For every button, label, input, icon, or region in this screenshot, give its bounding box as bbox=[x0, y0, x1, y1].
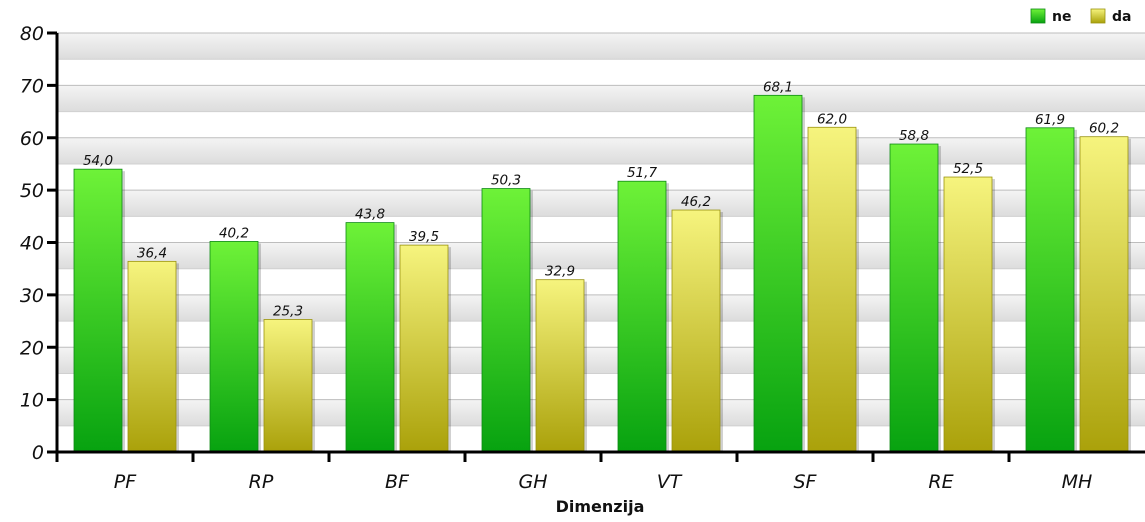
category-label-bf: BF bbox=[385, 471, 410, 493]
category-label-gh: GH bbox=[518, 471, 547, 493]
value-label-da-vt: 46,2 bbox=[681, 194, 711, 210]
grid-band bbox=[57, 85, 1145, 112]
value-labels: 54,0 36,4 40,2 25,3 43,8 39,5 50,3 32,9 51,7 46,2… bbox=[83, 79, 1119, 319]
grid-band bbox=[57, 33, 1145, 60]
bar-ne-vt bbox=[617, 180, 667, 453]
bar-da-rp bbox=[263, 319, 313, 453]
category-label-re: RE bbox=[928, 471, 953, 493]
y-tick-label-70: 70 bbox=[20, 75, 44, 97]
value-label-ne-re: 58,8 bbox=[899, 128, 929, 144]
value-label-da-rp: 25,3 bbox=[273, 303, 303, 319]
legend-label-da: da bbox=[1112, 9, 1131, 25]
category-label-sf: SF bbox=[794, 471, 818, 493]
y-tick-label-0: 0 bbox=[32, 442, 44, 464]
y-tick-label-20: 20 bbox=[20, 337, 44, 359]
bar-da-mh bbox=[1079, 136, 1129, 453]
value-label-ne-vt: 51,7 bbox=[627, 165, 657, 181]
bar-ne-bf bbox=[345, 222, 395, 453]
value-label-ne-bf: 43,8 bbox=[355, 207, 385, 223]
legend-swatch-ne bbox=[1030, 8, 1046, 24]
y-tick-label-40: 40 bbox=[20, 233, 44, 255]
bar-ne-re bbox=[889, 143, 939, 453]
value-label-da-pf: 36,4 bbox=[137, 245, 167, 261]
bars bbox=[73, 94, 1131, 453]
tick-labels: PF RP BF GH VT SF RE MH 0 10 20 30 40 50 60 70 80 bbox=[20, 23, 1093, 493]
legend-swatch-da bbox=[1090, 8, 1106, 24]
y-tick-label-30: 30 bbox=[20, 285, 44, 307]
axes bbox=[47, 31, 1145, 462]
bar-ne-pf bbox=[73, 168, 123, 453]
y-tick-label-10: 10 bbox=[20, 390, 44, 412]
legend-label-ne: ne bbox=[1052, 9, 1071, 25]
value-label-ne-gh: 50,3 bbox=[491, 173, 521, 189]
value-label-ne-sf: 68,1 bbox=[763, 79, 793, 95]
bar-da-re bbox=[943, 176, 993, 453]
bar-da-vt bbox=[671, 209, 721, 453]
category-label-mh: MH bbox=[1062, 471, 1093, 493]
category-label-rp: RP bbox=[249, 471, 274, 493]
bar-da-pf bbox=[127, 260, 177, 453]
grid-band bbox=[57, 137, 1145, 164]
value-label-ne-rp: 40,2 bbox=[219, 225, 249, 241]
category-label-pf: PF bbox=[114, 471, 137, 493]
y-tick-label-60: 60 bbox=[20, 128, 44, 150]
value-label-da-gh: 32,9 bbox=[545, 264, 575, 280]
y-tick-label-50: 50 bbox=[20, 180, 44, 202]
value-label-ne-mh: 61,9 bbox=[1035, 112, 1065, 128]
bar-ne-rp bbox=[209, 241, 259, 453]
value-label-da-re: 52,5 bbox=[953, 161, 983, 177]
value-label-da-mh: 60,2 bbox=[1089, 121, 1119, 137]
bar-da-sf bbox=[807, 126, 857, 453]
bar-ne-gh bbox=[481, 188, 531, 453]
y-tick-label-80: 80 bbox=[20, 23, 44, 45]
value-label-da-bf: 39,5 bbox=[409, 229, 439, 245]
bar-da-gh bbox=[535, 279, 585, 453]
legend: ne da bbox=[1030, 8, 1131, 25]
x-axis-title: Dimenzija bbox=[556, 497, 645, 516]
category-label-vt: VT bbox=[657, 471, 683, 493]
bar-ne-mh bbox=[1025, 127, 1075, 453]
bar-ne-sf bbox=[753, 94, 803, 453]
value-label-da-sf: 62,0 bbox=[817, 111, 847, 127]
value-label-ne-pf: 54,0 bbox=[83, 153, 113, 169]
bar-da-bf bbox=[399, 244, 449, 453]
